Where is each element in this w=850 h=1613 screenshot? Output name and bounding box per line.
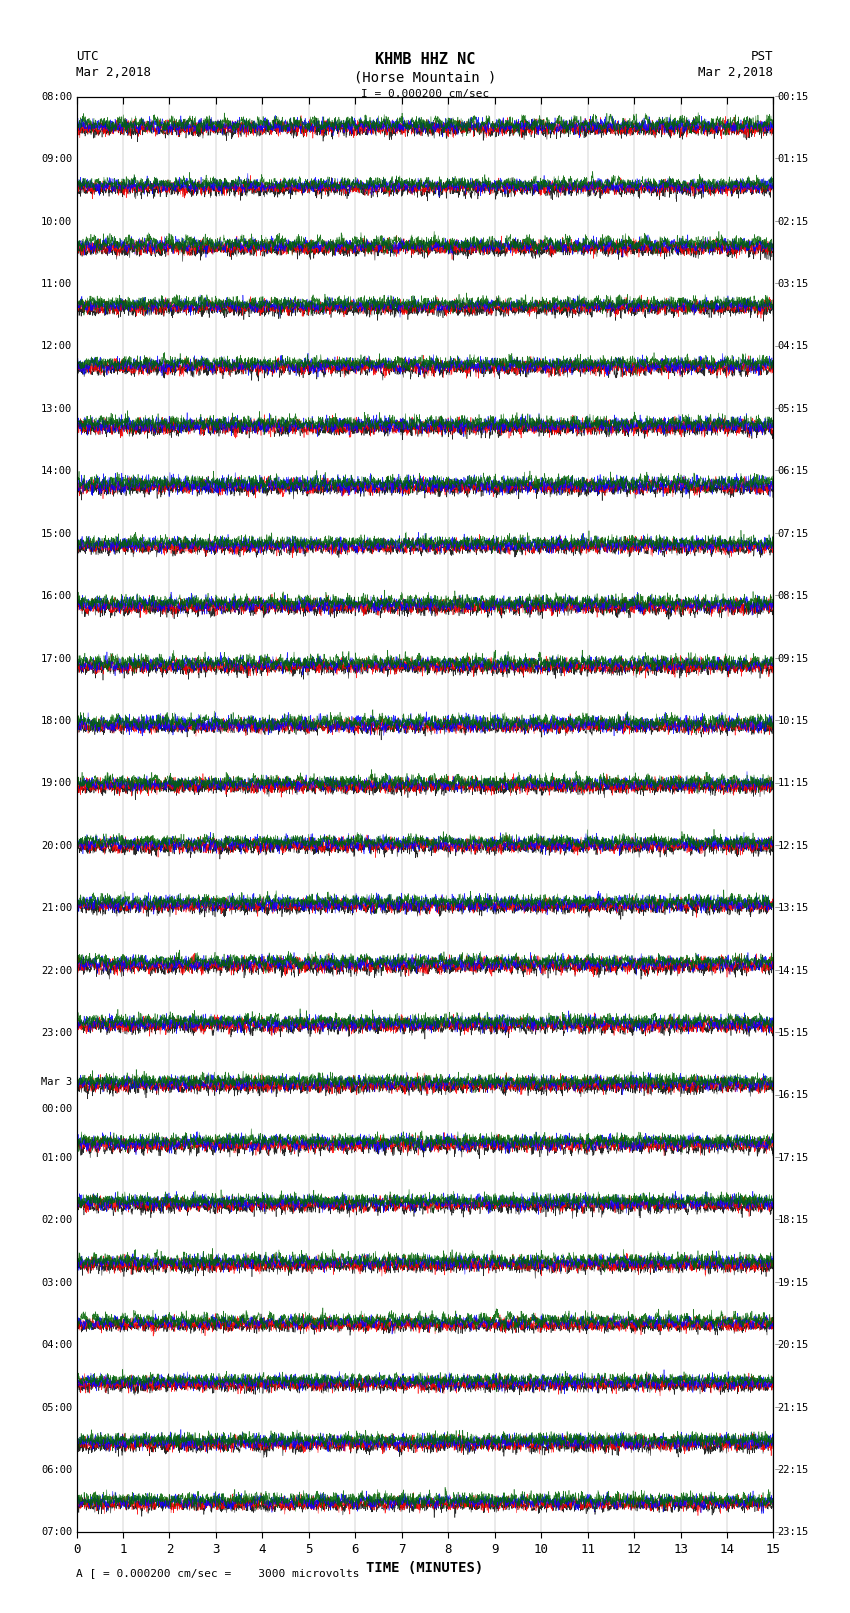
Text: Mar 2,2018: Mar 2,2018 bbox=[76, 66, 151, 79]
Text: 19:00: 19:00 bbox=[41, 779, 72, 789]
Text: 08:00: 08:00 bbox=[41, 92, 72, 102]
Text: 17:15: 17:15 bbox=[778, 1153, 809, 1163]
Text: 09:15: 09:15 bbox=[778, 653, 809, 663]
Text: —: — bbox=[775, 1405, 780, 1410]
Text: —: — bbox=[775, 1529, 780, 1536]
Text: —: — bbox=[775, 1031, 780, 1036]
Text: UTC: UTC bbox=[76, 50, 99, 63]
Text: PST: PST bbox=[751, 50, 774, 63]
Text: 03:00: 03:00 bbox=[41, 1277, 72, 1287]
Text: 02:15: 02:15 bbox=[778, 216, 809, 226]
Text: 14:15: 14:15 bbox=[778, 966, 809, 976]
Text: Mar 3: Mar 3 bbox=[41, 1077, 72, 1087]
Text: —: — bbox=[775, 1218, 780, 1223]
Text: 01:00: 01:00 bbox=[41, 1153, 72, 1163]
Text: 12:00: 12:00 bbox=[41, 342, 72, 352]
Text: 08:15: 08:15 bbox=[778, 590, 809, 602]
Text: —: — bbox=[775, 156, 780, 161]
Text: —: — bbox=[775, 94, 780, 100]
Text: —: — bbox=[775, 531, 780, 536]
Text: —: — bbox=[775, 844, 780, 848]
Text: 17:00: 17:00 bbox=[41, 653, 72, 663]
Text: 10:00: 10:00 bbox=[41, 216, 72, 226]
Text: —: — bbox=[775, 1094, 780, 1098]
Text: —: — bbox=[775, 905, 780, 911]
Text: 23:15: 23:15 bbox=[778, 1528, 809, 1537]
Text: 18:00: 18:00 bbox=[41, 716, 72, 726]
Text: 20:15: 20:15 bbox=[778, 1340, 809, 1350]
Text: 21:15: 21:15 bbox=[778, 1403, 809, 1413]
Text: I = 0.000200 cm/sec: I = 0.000200 cm/sec bbox=[361, 89, 489, 98]
Text: —: — bbox=[775, 656, 780, 661]
Text: 09:00: 09:00 bbox=[41, 155, 72, 165]
Text: —: — bbox=[775, 781, 780, 786]
Text: 06:00: 06:00 bbox=[41, 1465, 72, 1474]
Text: KHMB HHZ NC: KHMB HHZ NC bbox=[375, 52, 475, 68]
Text: 23:00: 23:00 bbox=[41, 1027, 72, 1039]
Text: —: — bbox=[775, 282, 780, 287]
Text: —: — bbox=[775, 594, 780, 598]
Text: —: — bbox=[775, 968, 780, 973]
Text: 05:15: 05:15 bbox=[778, 403, 809, 415]
Text: A [ = 0.000200 cm/sec =    3000 microvolts: A [ = 0.000200 cm/sec = 3000 microvolts bbox=[76, 1568, 360, 1578]
Text: 07:15: 07:15 bbox=[778, 529, 809, 539]
Text: —: — bbox=[775, 406, 780, 411]
Text: 18:15: 18:15 bbox=[778, 1215, 809, 1226]
Text: 11:00: 11:00 bbox=[41, 279, 72, 289]
Text: 15:15: 15:15 bbox=[778, 1027, 809, 1039]
Text: Mar 2,2018: Mar 2,2018 bbox=[699, 66, 774, 79]
Text: —: — bbox=[775, 1155, 780, 1160]
Text: —: — bbox=[775, 344, 780, 348]
Text: 22:00: 22:00 bbox=[41, 966, 72, 976]
Text: 02:00: 02:00 bbox=[41, 1215, 72, 1226]
Text: 05:00: 05:00 bbox=[41, 1403, 72, 1413]
Text: —: — bbox=[775, 219, 780, 224]
Text: 04:00: 04:00 bbox=[41, 1340, 72, 1350]
Text: —: — bbox=[775, 1342, 780, 1347]
Text: 13:00: 13:00 bbox=[41, 403, 72, 415]
Text: 16:00: 16:00 bbox=[41, 590, 72, 602]
Text: 00:15: 00:15 bbox=[778, 92, 809, 102]
Text: 16:15: 16:15 bbox=[778, 1090, 809, 1100]
Text: 13:15: 13:15 bbox=[778, 903, 809, 913]
Text: 14:00: 14:00 bbox=[41, 466, 72, 476]
Text: 04:15: 04:15 bbox=[778, 342, 809, 352]
Text: 00:00: 00:00 bbox=[41, 1103, 72, 1113]
Text: 19:15: 19:15 bbox=[778, 1277, 809, 1287]
Text: 03:15: 03:15 bbox=[778, 279, 809, 289]
Text: —: — bbox=[775, 1281, 780, 1286]
Text: 12:15: 12:15 bbox=[778, 840, 809, 850]
Text: —: — bbox=[775, 469, 780, 474]
Text: (Horse Mountain ): (Horse Mountain ) bbox=[354, 71, 496, 84]
Text: 20:00: 20:00 bbox=[41, 840, 72, 850]
Text: 15:00: 15:00 bbox=[41, 529, 72, 539]
Text: 10:15: 10:15 bbox=[778, 716, 809, 726]
Text: 06:15: 06:15 bbox=[778, 466, 809, 476]
Text: 01:15: 01:15 bbox=[778, 155, 809, 165]
X-axis label: TIME (MINUTES): TIME (MINUTES) bbox=[366, 1561, 484, 1576]
Text: —: — bbox=[775, 718, 780, 724]
Text: —: — bbox=[775, 1468, 780, 1473]
Text: 07:00: 07:00 bbox=[41, 1528, 72, 1537]
Text: 22:15: 22:15 bbox=[778, 1465, 809, 1474]
Text: 11:15: 11:15 bbox=[778, 779, 809, 789]
Text: 21:00: 21:00 bbox=[41, 903, 72, 913]
